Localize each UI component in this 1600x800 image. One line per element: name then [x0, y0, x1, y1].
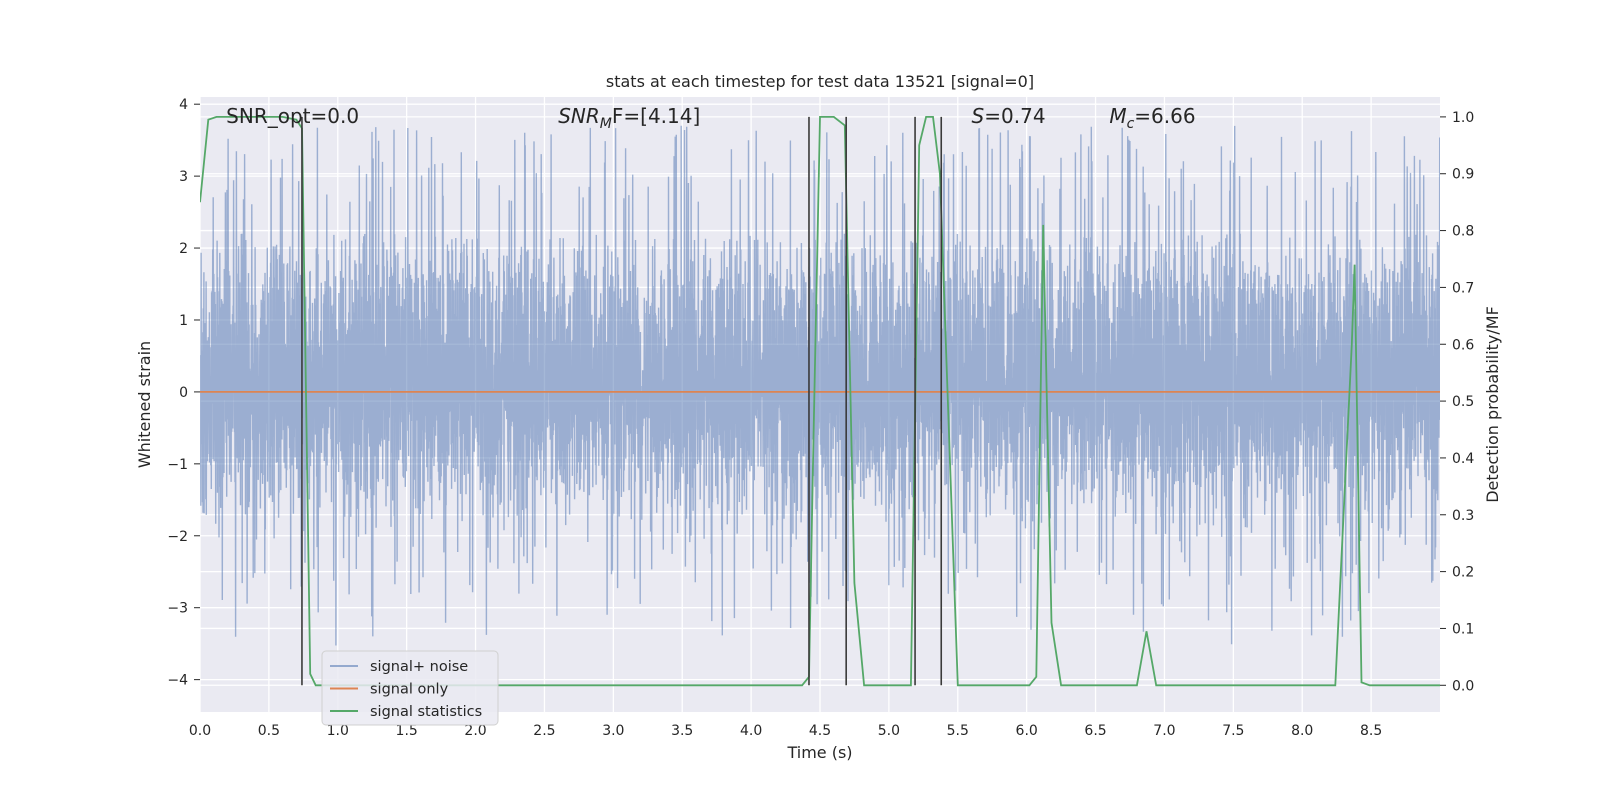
x-tick-label: 0.5	[258, 723, 280, 739]
axis-ticks: 0.0 0.5 1.0 1.5 2.0 2.5 3.0 3.5 4.0 4.5 5.0 5.5 6.0 6…	[167, 97, 1474, 739]
x-tick-label: 1.5	[396, 723, 418, 739]
x-axis-label: Time (s)	[786, 743, 852, 762]
x-tick-label: 2.5	[533, 723, 555, 739]
series-signal-plus-noise	[200, 125, 1440, 646]
y-left-tick-label: 4	[179, 97, 188, 113]
x-tick-label: 2.0	[464, 723, 486, 739]
y-right-tick-label: 0.0	[1452, 678, 1474, 694]
y-right-tick-label: 0.4	[1452, 451, 1474, 467]
y-left-tick-label: 3	[179, 169, 188, 185]
x-tick-label: 8.5	[1360, 723, 1382, 739]
chart-title: stats at each timestep for test data 135…	[606, 72, 1034, 91]
x-tick-label: 5.5	[947, 723, 969, 739]
annotation-2: S=0.74	[972, 104, 1046, 128]
y-left-tick-label: −1	[167, 457, 188, 473]
x-tick-label: 3.0	[602, 723, 624, 739]
legend-box	[321, 650, 499, 726]
x-tick-label: 0.0	[189, 723, 211, 739]
y-left-tick-label: 0	[179, 385, 188, 401]
annotation-1: SNRMF=[4.14]	[558, 104, 700, 132]
y-left-tick-label: −2	[167, 529, 188, 545]
y-right-tick-label: 0.5	[1452, 394, 1474, 410]
x-tick-label: 7.0	[1153, 723, 1175, 739]
y-right-tick-label: 0.6	[1452, 337, 1474, 353]
x-tick-label: 3.5	[671, 723, 693, 739]
annotations: SNR_opt=0.0 SNRMF=[4.14] S=0.74 Mc=6.66	[226, 104, 1195, 132]
y-left-tick-label: −4	[167, 673, 188, 689]
y-right-tick-label: 0.2	[1452, 565, 1474, 581]
y-right-tick-label: 0.1	[1452, 621, 1474, 637]
y-left-tick-label: −3	[167, 601, 188, 617]
x-tick-label: 4.0	[740, 723, 762, 739]
annotation-3: Mc=6.66	[1109, 104, 1195, 132]
y-right-tick-label: 0.7	[1452, 280, 1474, 296]
plot-area	[200, 116, 1440, 687]
y-right-tick-label: 0.8	[1452, 224, 1474, 240]
y-axis-left-label: Whitened strain	[135, 341, 154, 468]
annotation-0: SNR_opt=0.0	[226, 104, 359, 128]
y-right-tick-label: 0.9	[1452, 167, 1474, 183]
y-right-tick-label: 0.3	[1452, 508, 1474, 524]
x-tick-label: 8.0	[1291, 723, 1313, 739]
x-tick-label: 1.0	[327, 723, 349, 739]
y-right-tick-label: 1.0	[1452, 110, 1474, 126]
legend: signal+ noise signal only signal statistic…	[321, 650, 499, 726]
x-tick-label: 7.5	[1222, 723, 1244, 739]
y-left-tick-label: 1	[179, 313, 188, 329]
x-tick-label: 5.0	[878, 723, 900, 739]
x-tick-label: 4.5	[809, 723, 831, 739]
x-tick-label: 6.5	[1084, 723, 1106, 739]
y-axis-right-label: Detection probability/MF	[1483, 306, 1502, 503]
legend-label: signal statistics	[370, 704, 482, 720]
series-signal-statistics	[200, 116, 1440, 687]
legend-label: signal+ noise	[370, 659, 468, 675]
x-tick-label: 6.0	[1016, 723, 1038, 739]
y-left-tick-label: 2	[179, 241, 188, 257]
legend-label: signal only	[370, 682, 449, 698]
